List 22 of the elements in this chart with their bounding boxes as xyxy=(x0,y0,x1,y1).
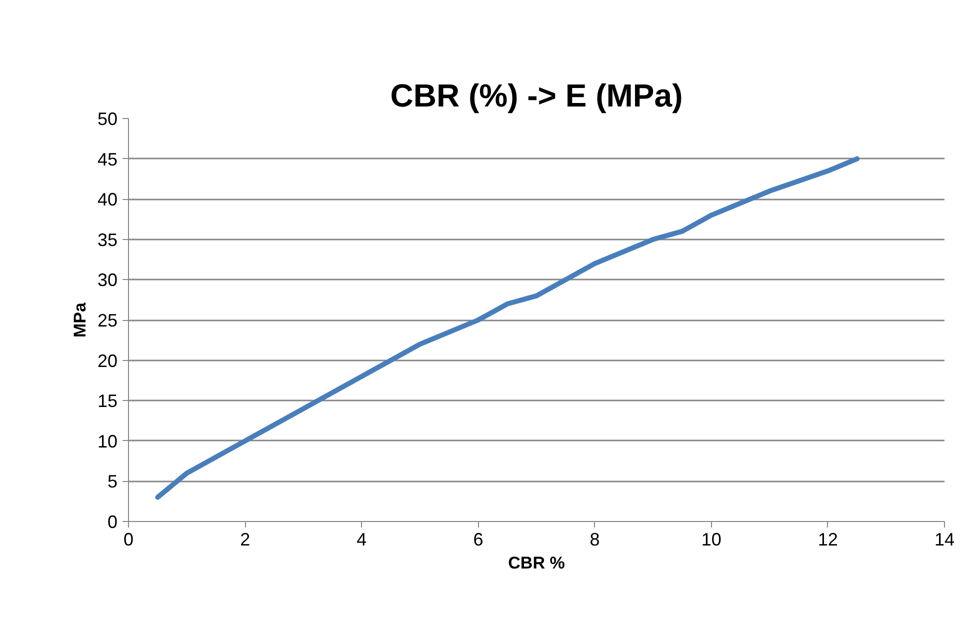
y-axis-title: MPa xyxy=(70,302,90,338)
x-tick-label: 10 xyxy=(701,530,722,550)
x-tick-label: 4 xyxy=(356,530,367,550)
y-tick-label: 50 xyxy=(97,109,118,129)
y-tick-label: 35 xyxy=(97,230,118,250)
y-tick-label: 10 xyxy=(97,431,118,452)
y-tick-label: 0 xyxy=(107,512,118,532)
x-axis-title: CBR % xyxy=(508,554,565,572)
y-tick-label: 40 xyxy=(97,190,118,210)
y-tick-label: 20 xyxy=(97,350,118,371)
x-tick-label: 0 xyxy=(123,530,134,550)
x-tick-label: 6 xyxy=(473,530,484,550)
x-tick-label: 8 xyxy=(590,530,600,550)
x-tick-label: 12 xyxy=(818,530,838,550)
y-tick-label: 5 xyxy=(107,472,118,492)
chart-title: CBR (%) -> E (MPa) xyxy=(390,78,683,114)
y-tick-label: 15 xyxy=(97,391,118,412)
y-tick-label: 45 xyxy=(97,149,118,170)
x-tick-label: 2 xyxy=(240,530,250,550)
y-tick-label: 25 xyxy=(97,310,118,330)
x-tick-label: 14 xyxy=(934,530,955,550)
y-tick-label: 30 xyxy=(97,270,118,290)
